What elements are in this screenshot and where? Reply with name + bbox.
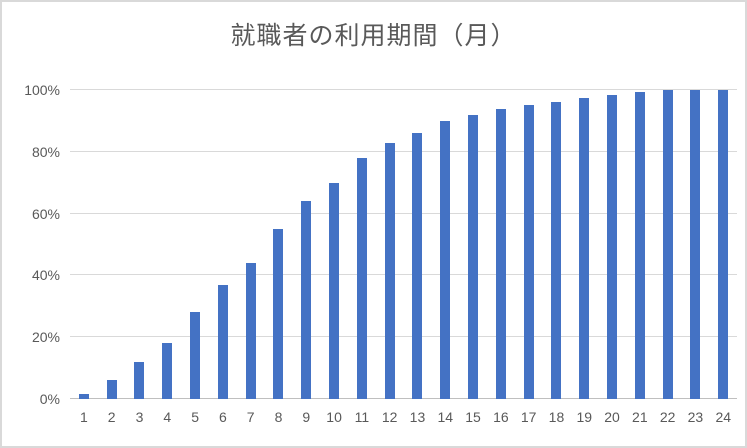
x-tick-label-3: 3 (135, 409, 144, 425)
x-tick-label-2: 2 (107, 409, 116, 425)
bar-month-19 (579, 97, 590, 399)
x-tick-label-24: 24 (715, 409, 732, 425)
x-tick-label-9: 9 (302, 409, 311, 425)
bar-month-21 (634, 91, 645, 399)
x-tick-label-20: 20 (604, 409, 620, 425)
bar-month-2 (106, 380, 117, 399)
bar-slot (265, 90, 293, 399)
x-tick-label-19: 19 (576, 409, 593, 425)
x-tick-label-13: 13 (409, 409, 426, 425)
y-tick-label: 100% (24, 82, 60, 98)
plot-area (70, 89, 737, 399)
chart-title: 就職者の利用期間（月） (230, 22, 517, 50)
x-tick-label-5: 5 (191, 409, 199, 425)
x-tick-label-4: 4 (163, 409, 172, 425)
bar-slot (654, 90, 682, 399)
y-axis-labels: 0% 20% 40% 60% 80% 100% (2, 83, 60, 406)
gridline-40 (70, 274, 737, 276)
x-tick-label-11: 11 (354, 409, 370, 425)
bar-slot (459, 90, 487, 399)
bar-slot (598, 90, 626, 399)
bar-month-5 (190, 312, 201, 399)
x-tick-label-22: 22 (659, 409, 676, 425)
bar-slot (376, 90, 404, 399)
x-tick-label-10: 10 (326, 409, 342, 425)
bar-slot (348, 90, 376, 399)
bar-month-22 (662, 90, 673, 399)
gridline-0 (70, 398, 737, 399)
bar-slot (70, 90, 98, 399)
bar-slot (487, 90, 515, 399)
bar-slot (682, 90, 710, 399)
x-tick-label-1: 1 (80, 409, 88, 425)
bar-month-11 (356, 157, 367, 399)
bar-slot (237, 90, 265, 399)
y-tick-label: 0% (39, 391, 60, 407)
x-tick-label-18: 18 (548, 409, 565, 425)
bar-month-15 (468, 114, 479, 399)
bar-month-23 (690, 90, 701, 399)
bar-month-8 (273, 229, 284, 399)
bar-month-6 (217, 284, 228, 399)
x-tick-label-16: 16 (493, 409, 509, 425)
bar-slot (404, 90, 432, 399)
bar-month-12 (384, 142, 395, 399)
bar-month-9 (301, 201, 312, 399)
bar-slot (153, 90, 181, 399)
bar-slot (570, 90, 598, 399)
gridline-20 (70, 336, 737, 338)
x-tick-label-7: 7 (246, 409, 255, 425)
bar-slot (181, 90, 209, 399)
bar-slot (543, 90, 571, 399)
bar-slot (515, 90, 543, 399)
bar-month-10 (329, 182, 340, 399)
x-tick-label-12: 12 (381, 409, 398, 425)
x-tick-label-8: 8 (274, 409, 283, 425)
gridline-80 (70, 150, 737, 152)
y-tick-label: 80% (31, 143, 60, 160)
bar-slot (431, 90, 459, 399)
bar-slot (709, 90, 737, 399)
bar-month-18 (551, 102, 562, 399)
y-tick-label: 20% (31, 329, 60, 346)
bar-slot (626, 90, 654, 399)
bar-slot (126, 90, 154, 399)
bar-month-1 (78, 394, 89, 399)
x-tick-label-6: 6 (218, 409, 227, 425)
gridline-100 (70, 89, 737, 90)
bar-month-7 (245, 263, 256, 399)
gridline-60 (70, 212, 737, 214)
bars-container (70, 90, 737, 399)
y-tick-label: 40% (31, 267, 60, 284)
bar-slot (292, 90, 320, 399)
bar-month-4 (162, 343, 173, 399)
x-tick-label-14: 14 (437, 409, 454, 425)
bar-month-24 (718, 90, 729, 399)
bar-slot (98, 90, 126, 399)
bar-month-14 (440, 120, 451, 399)
bar-month-17 (523, 105, 534, 399)
bar-month-16 (495, 108, 506, 399)
y-tick-label: 60% (31, 205, 60, 222)
x-axis-labels: 1 2 3 4 5 6 7 8 9 10 11 12 13 14 15 16 17 18 19 20 21 22 23 24 (70, 408, 737, 428)
bar-slot (209, 90, 237, 399)
x-tick-label-23: 23 (687, 409, 704, 425)
x-tick-label-15: 15 (465, 409, 481, 425)
bar-slot (320, 90, 348, 399)
bar-month-20 (607, 94, 618, 399)
bar-month-13 (412, 133, 423, 399)
bar-month-3 (134, 361, 145, 399)
x-tick-label-21: 21 (632, 409, 648, 425)
x-tick-label-17: 17 (520, 409, 537, 425)
